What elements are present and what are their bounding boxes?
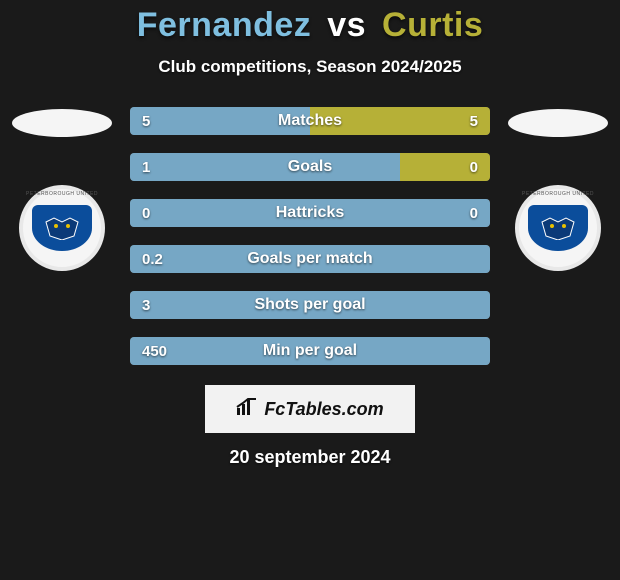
chart-icon: [236, 398, 258, 421]
title-vs: vs: [327, 6, 366, 44]
club-ring-text: PETERBOROUGH UNITED: [26, 191, 98, 197]
club-badge-shield-icon: [32, 205, 92, 251]
stat-label: Shots per goal: [130, 291, 490, 319]
stat-label: Hattricks: [130, 199, 490, 227]
stat-bar: 00Hattricks: [130, 199, 490, 227]
club-ring-text: PETERBOROUGH UNITED: [522, 191, 594, 197]
main-row: PETERBOROUGH UNITED 55Matches 10Goals 00Ha…: [0, 107, 620, 365]
player1-avatar-placeholder: [12, 109, 112, 137]
stat-bar: 55Matches: [130, 107, 490, 135]
player2-avatar-placeholder: [508, 109, 608, 137]
stat-label: Matches: [130, 107, 490, 135]
stat-bar: 10Goals: [130, 153, 490, 181]
player2-club-badge: PETERBOROUGH UNITED: [515, 185, 601, 271]
stat-label: Goals per match: [130, 245, 490, 273]
club-badge-shield-icon: [528, 205, 588, 251]
footer-site-text: FcTables.com: [264, 399, 383, 420]
stat-bar: 3Shots per goal: [130, 291, 490, 319]
date-text: 20 september 2024: [229, 447, 390, 468]
page-title: Fernandez vs Curtis: [137, 6, 484, 45]
stat-label: Goals: [130, 153, 490, 181]
subtitle: Club competitions, Season 2024/2025: [158, 57, 461, 77]
stats-bars: 55Matches 10Goals 00Hattricks 0.2Goals per …: [130, 107, 490, 365]
title-player2: Curtis: [382, 6, 483, 44]
stat-bar: 0.2Goals per match: [130, 245, 490, 273]
footer-site-logo[interactable]: FcTables.com: [205, 385, 415, 433]
title-player1: Fernandez: [137, 6, 312, 44]
stat-bar: 450Min per goal: [130, 337, 490, 365]
left-player-col: PETERBOROUGH UNITED: [12, 107, 112, 271]
stat-label: Min per goal: [130, 337, 490, 365]
comparison-card: Fernandez vs Curtis Club competitions, S…: [0, 0, 620, 468]
player1-club-badge: PETERBOROUGH UNITED: [19, 185, 105, 271]
right-player-col: PETERBOROUGH UNITED: [508, 107, 608, 271]
